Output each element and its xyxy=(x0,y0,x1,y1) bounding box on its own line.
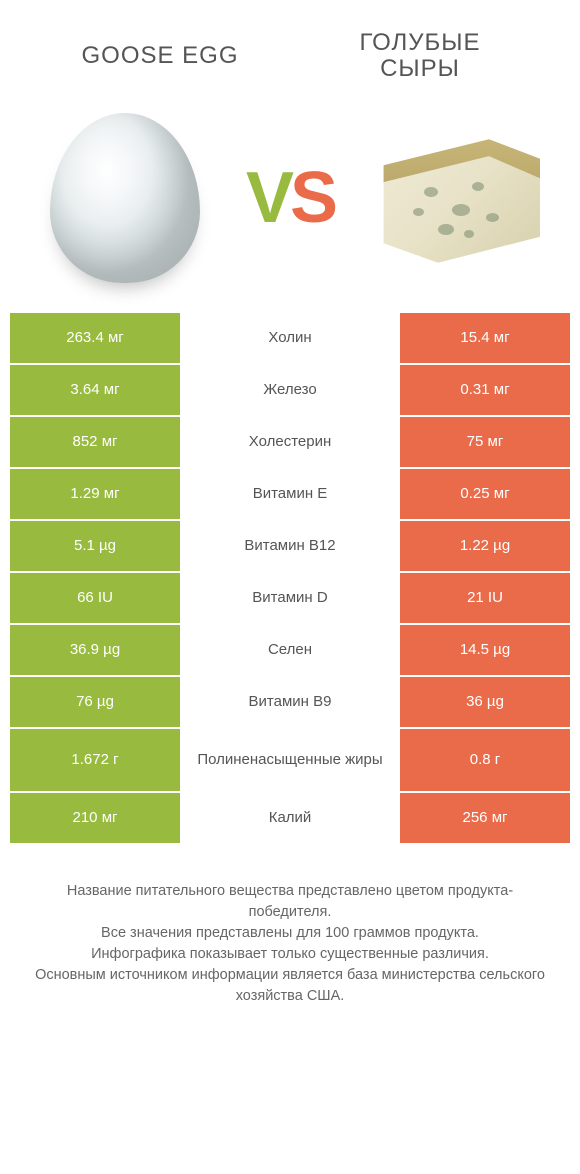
cell-right-value: 75 мг xyxy=(400,417,570,467)
image-left xyxy=(30,103,220,293)
cell-right-value: 14.5 µg xyxy=(400,625,570,675)
cell-left-value: 1.29 мг xyxy=(10,469,180,519)
footnote-line: Основным источником информации является … xyxy=(28,965,552,1007)
title-left: GOOSE EGG xyxy=(30,42,290,70)
table-row: 76 µgВитамин B936 µg xyxy=(10,677,570,729)
cell-right-value: 15.4 мг xyxy=(400,313,570,363)
footnote-line: Название питательного вещества представл… xyxy=(28,881,552,923)
cell-left-value: 36.9 µg xyxy=(10,625,180,675)
cell-nutrient-label: Селен xyxy=(180,625,400,675)
cell-left-value: 852 мг xyxy=(10,417,180,467)
cell-nutrient-label: Витамин E xyxy=(180,469,400,519)
footnote-line: Все значения представлены для 100 граммо… xyxy=(28,923,552,944)
cell-nutrient-label: Калий xyxy=(180,793,400,843)
images-row: VS xyxy=(0,93,580,313)
title-right-line1: ГОЛУБЫЕ xyxy=(359,29,480,56)
table-row: 66 IUВитамин D21 IU xyxy=(10,573,570,625)
table-row: 36.9 µgСелен14.5 µg xyxy=(10,625,570,677)
vs-label: VS xyxy=(246,157,334,239)
cell-left-value: 210 мг xyxy=(10,793,180,843)
footnote: Название питательного вещества представл… xyxy=(0,845,580,1007)
image-right xyxy=(360,103,550,293)
footnote-line: Инфографика показывает только существенн… xyxy=(28,944,552,965)
table-row: 1.29 мгВитамин E0.25 мг xyxy=(10,469,570,521)
header-row: GOOSE EGG ГОЛУБЫЕ СЫРЫ xyxy=(0,0,580,93)
table-row: 1.672 гПолиненасыщенные жиры0.8 г xyxy=(10,729,570,793)
comparison-table: 263.4 мгХолин15.4 мг3.64 мгЖелезо0.31 мг… xyxy=(0,313,580,845)
cell-right-value: 36 µg xyxy=(400,677,570,727)
table-row: 5.1 µgВитамин B121.22 µg xyxy=(10,521,570,573)
cell-right-value: 21 IU xyxy=(400,573,570,623)
title-right: ГОЛУБЫЕ СЫРЫ xyxy=(290,30,550,83)
vs-v: V xyxy=(246,157,290,239)
blue-cheese-icon xyxy=(370,133,540,263)
cell-left-value: 263.4 мг xyxy=(10,313,180,363)
cell-left-value: 66 IU xyxy=(10,573,180,623)
cell-left-value: 1.672 г xyxy=(10,729,180,791)
table-row: 3.64 мгЖелезо0.31 мг xyxy=(10,365,570,417)
title-right-line2: СЫРЫ xyxy=(380,55,460,82)
cell-left-value: 76 µg xyxy=(10,677,180,727)
cell-right-value: 1.22 µg xyxy=(400,521,570,571)
cell-nutrient-label: Витамин D xyxy=(180,573,400,623)
cell-right-value: 256 мг xyxy=(400,793,570,843)
cell-nutrient-label: Железо xyxy=(180,365,400,415)
goose-egg-icon xyxy=(50,113,200,283)
table-row: 263.4 мгХолин15.4 мг xyxy=(10,313,570,365)
cell-nutrient-label: Холестерин xyxy=(180,417,400,467)
cell-left-value: 3.64 мг xyxy=(10,365,180,415)
vs-s: S xyxy=(290,157,334,239)
cell-right-value: 0.25 мг xyxy=(400,469,570,519)
cell-left-value: 5.1 µg xyxy=(10,521,180,571)
cell-nutrient-label: Полиненасыщенные жиры xyxy=(180,729,400,791)
cell-nutrient-label: Холин xyxy=(180,313,400,363)
table-row: 852 мгХолестерин75 мг xyxy=(10,417,570,469)
cell-right-value: 0.8 г xyxy=(400,729,570,791)
cell-right-value: 0.31 мг xyxy=(400,365,570,415)
cell-nutrient-label: Витамин B12 xyxy=(180,521,400,571)
table-row: 210 мгКалий256 мг xyxy=(10,793,570,845)
cell-nutrient-label: Витамин B9 xyxy=(180,677,400,727)
